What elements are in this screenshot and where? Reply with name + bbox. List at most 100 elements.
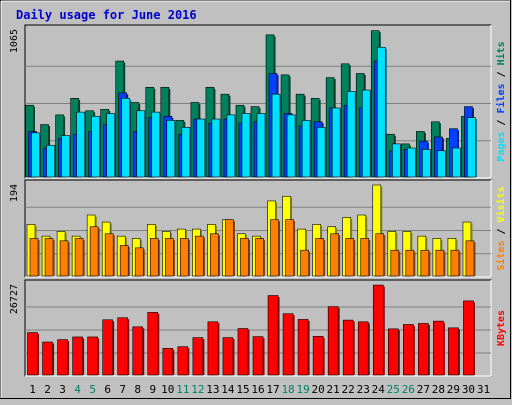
bar-kbytes-day-23-fill (357, 321, 369, 376)
bar-kbytes-day-19-fill (297, 319, 309, 376)
x-tick-label-day-9: 9 (149, 383, 156, 396)
bar-kbytes-day-4 (72, 336, 85, 376)
panel-middle-legend: Sites / Visits (495, 186, 507, 270)
bar-pages-day-25-fill (391, 143, 401, 178)
bar-pages-day-3 (61, 135, 72, 178)
bar-sites-day-19-fill (300, 249, 309, 277)
bar-kbytes-day-7 (117, 317, 130, 376)
bar-pages-day-6-fill (106, 113, 115, 178)
bar-pages-day-1-fill (31, 132, 40, 178)
bar-pages-day-29-fill (452, 147, 461, 178)
bar-sites-day-25-fill (390, 249, 400, 277)
x-tick-label-day-27: 27 (417, 383, 430, 396)
legend-entry-hits: Hits (495, 41, 507, 65)
bar-pages-day-8 (136, 110, 147, 178)
x-tick-label-day-28: 28 (432, 383, 445, 396)
bar-kbytes-day-22 (342, 319, 355, 376)
bar-sites-day-9 (149, 238, 160, 277)
bar-sites-day-3 (59, 240, 70, 277)
bar-kbytes-day-12 (192, 337, 205, 376)
panel-middle-max-label: 194 (9, 184, 20, 202)
x-tick-label-day-22: 22 (342, 383, 355, 396)
bar-sites-day-25 (390, 249, 401, 277)
x-tick-label-day-17: 17 (266, 383, 279, 396)
bar-pages-day-23 (361, 89, 372, 178)
bar-pages-day-3-fill (61, 135, 70, 178)
legend-entry-pages: Pages (496, 132, 507, 162)
x-tick-label-day-19: 19 (296, 383, 309, 396)
x-tick-label-day-6: 6 (104, 383, 111, 396)
x-tick-label-day-23: 23 (357, 383, 370, 396)
bar-kbytes-day-1 (27, 332, 40, 376)
bar-kbytes-day-14-fill (222, 337, 234, 376)
bar-sites-day-9-fill (149, 238, 159, 277)
x-tick-label-day-29: 29 (447, 383, 460, 396)
bar-kbytes-day-22-fill (342, 319, 354, 376)
bar-sites-day-2-fill (44, 238, 54, 277)
x-tick-label-day-5: 5 (89, 383, 96, 396)
bar-pages-day-24 (376, 46, 387, 178)
x-tick-label-day-26: 26 (402, 383, 415, 396)
bar-sites-day-12-fill (195, 235, 204, 277)
legend-separator: / (496, 114, 507, 132)
bar-pages-day-5 (91, 115, 102, 178)
x-tick-label-day-1: 1 (29, 383, 36, 396)
bar-kbytes-day-18 (282, 313, 295, 376)
bar-sites-day-29 (450, 249, 461, 277)
legend-entry-visits: Visits (495, 186, 507, 222)
bar-kbytes-day-25 (387, 328, 400, 376)
bar-kbytes-day-15-fill (237, 328, 249, 376)
bar-pages-day-30-fill (467, 117, 476, 178)
bar-pages-day-1 (31, 132, 42, 178)
x-tick-label-day-24: 24 (372, 383, 386, 396)
bar-sites-day-1 (29, 238, 40, 277)
bar-pages-day-30 (467, 117, 477, 178)
bar-kbytes-day-21 (327, 306, 340, 376)
bar-kbytes-day-8 (132, 326, 145, 376)
bar-pages-day-22 (346, 91, 357, 178)
bar-sites-day-17-fill (270, 219, 279, 277)
bar-pages-day-19 (301, 120, 312, 178)
x-tick-label-day-18: 18 (281, 383, 294, 396)
bar-pages-day-21-fill (331, 107, 341, 178)
bar-kbytes-day-20-fill (312, 335, 324, 376)
bar-kbytes-day-10-fill (162, 348, 174, 376)
bar-sites-day-28 (435, 249, 446, 277)
bar-sites-day-13-fill (210, 233, 219, 277)
x-tick-label-day-21: 21 (327, 383, 340, 396)
bar-kbytes-day-4-fill (72, 336, 83, 376)
bar-pages-day-17-fill (271, 93, 281, 178)
x-tick-label-day-10: 10 (161, 383, 174, 396)
bar-pages-day-7-fill (121, 98, 131, 178)
bar-pages-day-16-fill (256, 113, 266, 178)
bar-kbytes-day-24-fill (372, 284, 384, 376)
x-tick-label-day-31: 31 (477, 383, 490, 396)
bar-sites-day-21-fill (330, 233, 339, 277)
panel-top-max-label: 1065 (9, 29, 20, 53)
bar-pages-day-24-fill (376, 46, 386, 178)
bar-sites-day-17 (270, 219, 281, 277)
bar-sites-day-10-fill (165, 238, 174, 277)
bar-kbytes-day-3-fill (57, 339, 68, 376)
bar-sites-day-15 (240, 238, 250, 277)
bar-sites-day-24-fill (375, 233, 385, 277)
x-tick-label-day-2: 2 (44, 383, 51, 396)
x-tick-label-day-30: 30 (462, 383, 475, 396)
bar-pages-day-5-fill (91, 115, 100, 178)
bar-sites-day-22 (345, 238, 356, 277)
bar-pages-day-21 (331, 107, 342, 178)
bar-sites-day-10 (165, 238, 175, 277)
bar-pages-day-26 (407, 147, 417, 178)
bar-pages-day-28-fill (437, 150, 446, 178)
bar-kbytes-day-28-fill (433, 320, 444, 376)
bar-sites-day-22-fill (345, 238, 354, 277)
bar-kbytes-day-1-fill (27, 332, 38, 376)
bar-kbytes-day-15 (237, 328, 250, 376)
bar-sites-day-21 (330, 233, 341, 277)
bar-sites-day-29-fill (450, 249, 460, 277)
x-tick-label-day-8: 8 (134, 383, 141, 396)
bar-sites-day-18-fill (285, 219, 294, 277)
bar-pages-day-4 (76, 111, 87, 178)
bar-pages-day-4-fill (76, 111, 85, 178)
bar-kbytes-day-29-fill (448, 327, 459, 376)
